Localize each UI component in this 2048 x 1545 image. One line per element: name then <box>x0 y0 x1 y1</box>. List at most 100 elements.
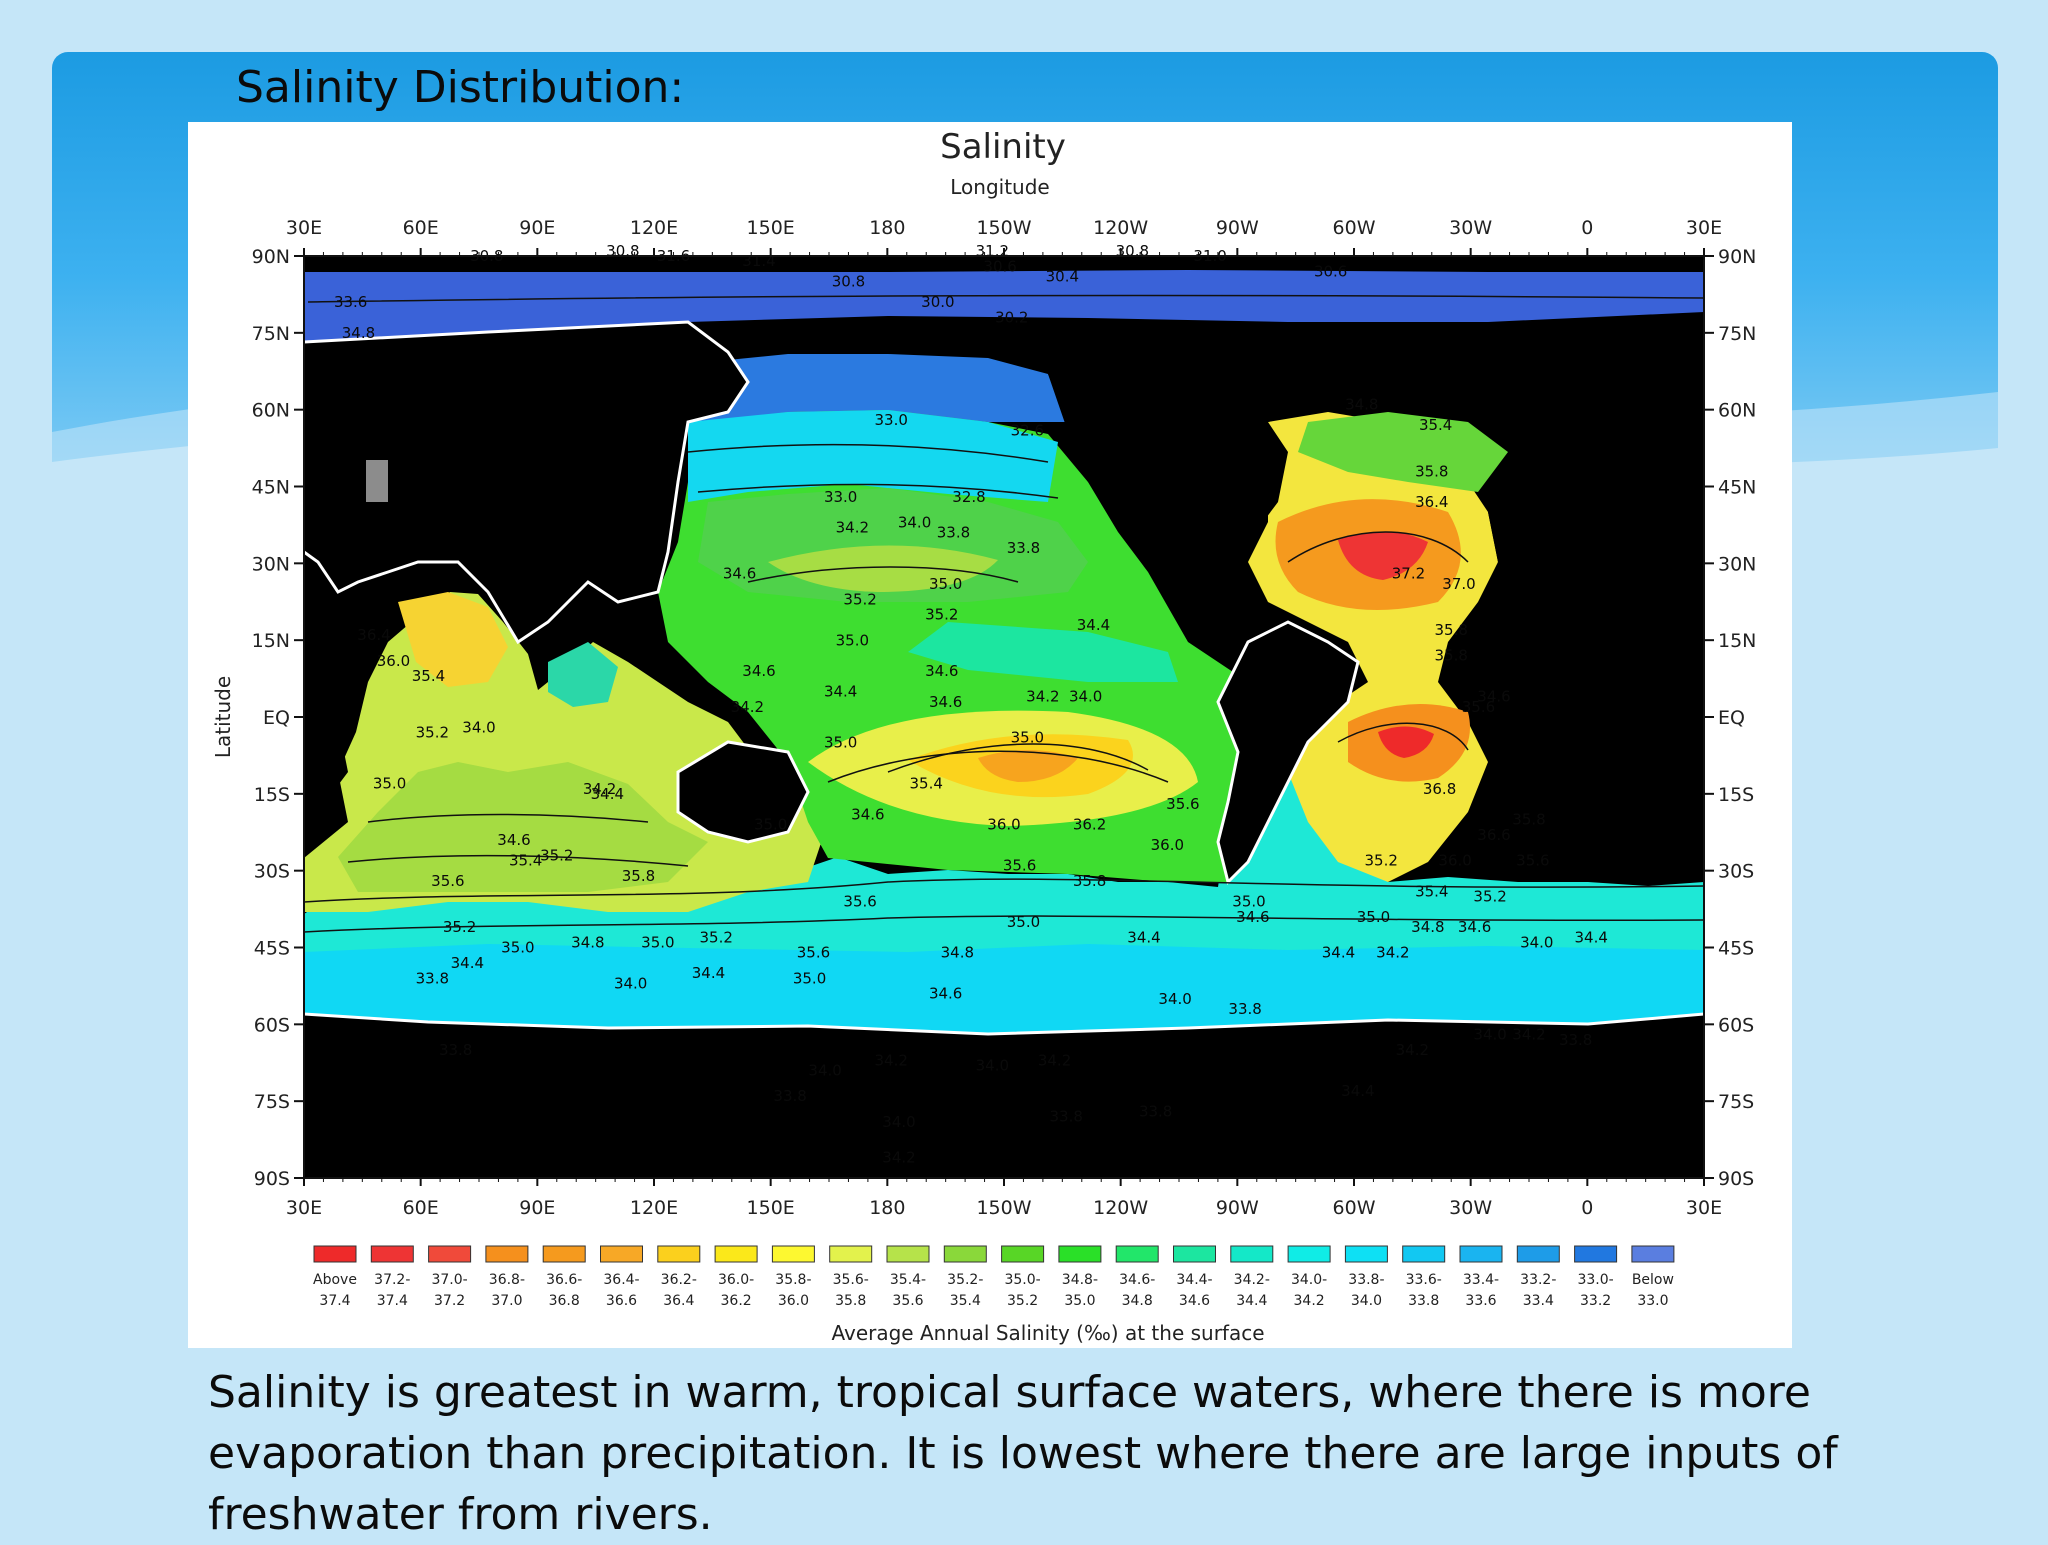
legend-label-top: Below <box>1632 1272 1674 1288</box>
contour-label: 33.8 <box>1139 1103 1172 1121</box>
legend-label-top: 34.4- <box>1176 1272 1212 1288</box>
contour-label: 35.0 <box>1357 908 1390 926</box>
lat-tick-label-left: 90N <box>252 246 290 268</box>
legend-swatch <box>1459 1245 1503 1263</box>
legend-label-bottom: 33.0 <box>1637 1293 1668 1309</box>
contour-label: 36.0 <box>987 816 1020 834</box>
contour-label: 34.0 <box>898 513 931 531</box>
circumpolar-band <box>304 944 1704 1034</box>
contour-label: 35.6 <box>1166 795 1199 813</box>
contour-label: 35.2 <box>925 606 958 624</box>
contour-label: 36.0 <box>377 652 410 670</box>
salinity-map-panel: Salinity Longitude Latitude <box>188 122 1792 1348</box>
contour-label: 35.4 <box>412 667 445 685</box>
contour-label: 35.0 <box>1232 893 1265 911</box>
lat-tick-label-right: 15N <box>1718 630 1756 652</box>
lon-tick-label-bottom: 60W <box>1333 1197 1376 1219</box>
contour-label: 35.8 <box>1435 621 1468 639</box>
contour-label: 37.2 <box>1392 565 1425 583</box>
lat-tick-label-right: 75S <box>1718 1091 1754 1113</box>
lon-tick-label-top: 150W <box>976 217 1031 239</box>
contour-label: 34.4 <box>451 954 484 972</box>
contour-label: 33.6 <box>334 293 367 311</box>
contour-label: 33.8 <box>773 1087 806 1105</box>
lat-tick-label-right: 30S <box>1718 861 1754 883</box>
legend-swatch <box>886 1245 930 1263</box>
legend-swatch <box>1631 1245 1675 1263</box>
contour-label: 30.2 <box>995 309 1028 327</box>
contour-label: 34.8 <box>342 324 375 342</box>
contour-label: 35.6 <box>431 872 464 890</box>
lon-tick-label-top: 150E <box>747 217 795 239</box>
legend-swatch <box>370 1245 414 1263</box>
north-atlantic-subpolar <box>1298 412 1508 492</box>
contour-label: 34.6 <box>929 985 962 1003</box>
legend-label-top: 33.8- <box>1348 1272 1384 1288</box>
legend-label-top: 36.6- <box>546 1272 582 1288</box>
australia <box>678 742 808 842</box>
legend-label-bottom: 37.0 <box>491 1293 522 1309</box>
contour-label: 35.0 <box>793 969 826 987</box>
lat-tick-label-left: 45S <box>254 938 290 960</box>
contour-label: 30.8 <box>832 273 865 291</box>
lat-tick-label-right: 75N <box>1718 323 1756 345</box>
contour-label: 33.8 <box>1007 539 1040 557</box>
lon-tick-label-top: 30W <box>1449 217 1492 239</box>
legend-label-bottom: 34.8 <box>1122 1293 1153 1309</box>
south-atlantic-max <box>1378 726 1434 758</box>
legend-label-bottom: 34.0 <box>1351 1293 1382 1309</box>
lon-tick-label-bottom: 0 <box>1581 1197 1593 1219</box>
legend-swatch <box>1173 1245 1216 1263</box>
australia-coast <box>676 740 810 844</box>
contour-label: 35.8 <box>622 867 655 885</box>
contour-label: 33.8 <box>439 1041 472 1059</box>
contour-label: 35.8 <box>1073 872 1106 890</box>
lat-tick-label-left: 75S <box>254 1091 290 1113</box>
contour-label: 34.2 <box>875 1051 908 1069</box>
lon-tick-label-bottom: 90W <box>1216 1197 1259 1219</box>
legend-label-top: 33.6- <box>1406 1272 1442 1288</box>
legend-label-bottom: 35.8 <box>835 1293 866 1309</box>
north-america-east <box>1138 422 1288 602</box>
contour-label: 34.2 <box>731 698 764 716</box>
contour-label: 35.4 <box>1415 882 1448 900</box>
lon-tick-label-top: 30E <box>1686 217 1722 239</box>
legend-swatch <box>714 1245 758 1263</box>
legend-swatch <box>1402 1245 1446 1263</box>
greenland <box>1448 322 1548 392</box>
contour-label: 34.6 <box>851 805 884 823</box>
legend-label-bottom: 33.6 <box>1465 1293 1496 1309</box>
contour-label: 33.8 <box>1228 1000 1261 1018</box>
map-field <box>304 256 1704 1178</box>
contour-label: 30.4 <box>1046 268 1079 286</box>
contour-label: 30.0 <box>921 293 954 311</box>
lon-tick-label-bottom: 120E <box>630 1197 678 1219</box>
legend-swatch <box>1516 1245 1560 1263</box>
south-america <box>1218 622 1358 882</box>
contour-label: 35.4 <box>1419 416 1452 434</box>
legend-label-top: 36.2- <box>661 1272 697 1288</box>
contour-lines <box>304 294 1704 933</box>
lat-tick-label-left: 30S <box>254 861 290 883</box>
contour-label: 34.6 <box>1458 918 1491 936</box>
contour-label: 34.6 <box>1236 908 1269 926</box>
x-axis-label: Longitude <box>950 175 1049 199</box>
contour-label: 33.0 <box>875 411 908 429</box>
lat-tick-label-left: 15S <box>254 784 290 806</box>
legend-swatch <box>542 1245 586 1263</box>
lon-tick-label-top: 90W <box>1216 217 1259 239</box>
contour-label: 30.8 <box>606 242 639 260</box>
axis-layer: 30E 30E 60E 60E 90E 90E 120E 120E 150E 150E 180 180… <box>252 217 1757 1219</box>
contour-label: 35.0 <box>824 734 857 752</box>
legend-label-bottom: 37.2 <box>434 1293 465 1309</box>
contour-label: 35.0 <box>501 939 534 957</box>
legend-label-top: 36.4- <box>603 1272 639 1288</box>
contour-label: 33.8 <box>937 524 970 542</box>
contour-label: 34.4 <box>1127 928 1160 946</box>
contour-label: 35.0 <box>1007 913 1040 931</box>
lon-tick-label-bottom: 150W <box>976 1197 1031 1219</box>
contour-label: 34.2 <box>583 780 616 798</box>
contour-label: 34.8 <box>1411 918 1444 936</box>
legend-label-bottom: 36.4 <box>663 1293 694 1309</box>
legend-label-top: 37.2- <box>374 1272 410 1288</box>
